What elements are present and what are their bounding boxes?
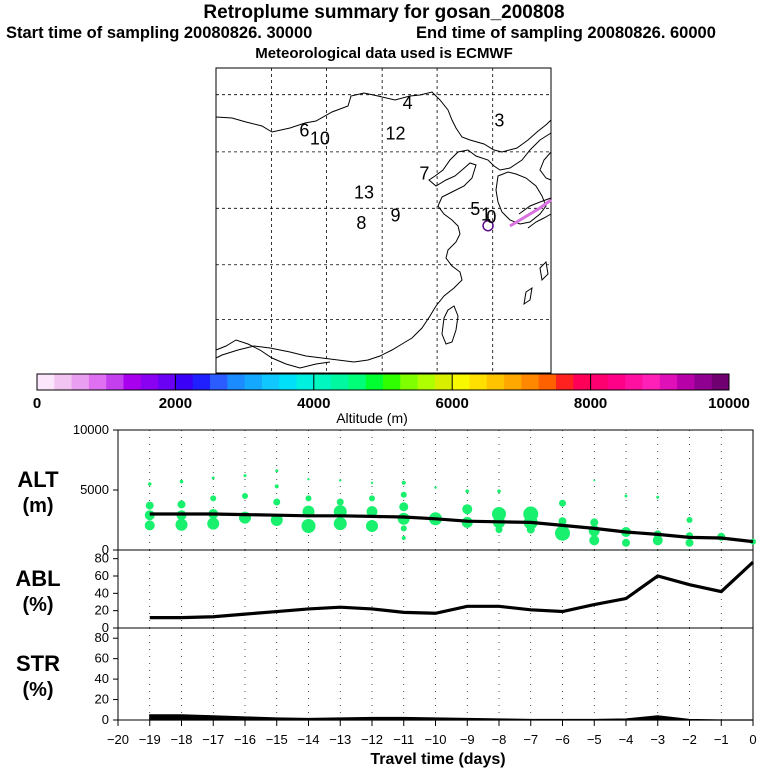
- map-day-label: 3: [494, 111, 504, 131]
- map-day-label: 8: [356, 213, 366, 233]
- map-day-label: 10: [310, 128, 330, 148]
- map-gridlines: [216, 68, 551, 373]
- map-day-label: 4: [403, 93, 413, 113]
- map-day-label: 1: [481, 205, 491, 225]
- map-day-label: 6: [299, 121, 309, 141]
- receptor-marker: [482, 219, 494, 232]
- map-coastlines: [215, 91, 552, 369]
- map-day-label: 13: [354, 182, 374, 202]
- end-time-text: End time of sampling 20080826. 60000: [416, 24, 716, 42]
- chart-title: Retroplume summary for gosan_200808: [203, 2, 565, 23]
- start-time-text: Start time of sampling 20080826. 30000: [6, 24, 313, 42]
- map-day-label: 12: [386, 124, 406, 144]
- map-day-label: 0: [486, 207, 496, 227]
- map-day-label: 5: [470, 199, 480, 219]
- trajectory-track: [509, 198, 552, 228]
- map-day-label: 7: [419, 163, 429, 183]
- met-data-text: Meteorological data used is ECMWF: [255, 45, 513, 62]
- map-day-label: 9: [391, 205, 401, 225]
